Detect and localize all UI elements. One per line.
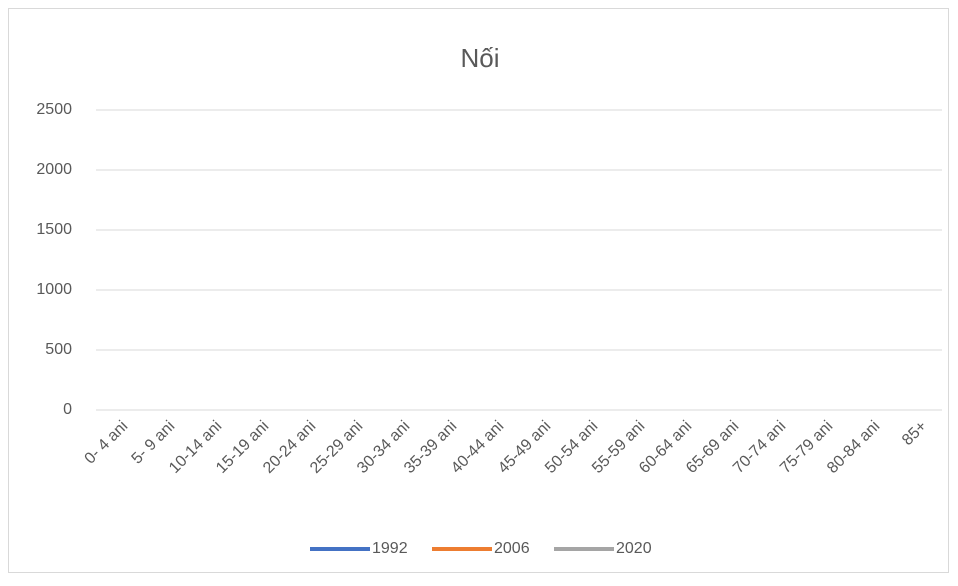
y-tick-label: 2000 [36, 161, 72, 178]
y-tick-label: 1500 [36, 221, 72, 238]
y-tick-label: 500 [45, 341, 72, 358]
chart-title: Nối [460, 43, 499, 73]
legend-label: 2020 [616, 540, 652, 557]
legend-label: 1992 [372, 540, 408, 557]
y-tick-label: 1000 [36, 281, 72, 298]
y-tick-label: 0 [63, 401, 72, 418]
legend-label: 2006 [494, 540, 530, 557]
y-tick-label: 2500 [36, 101, 72, 118]
